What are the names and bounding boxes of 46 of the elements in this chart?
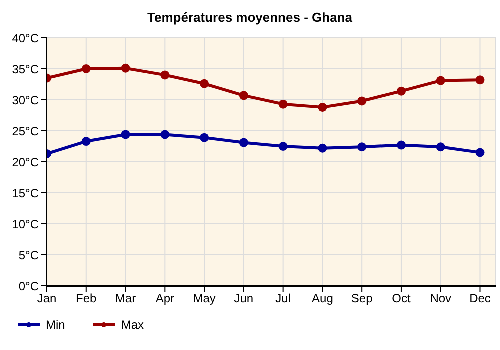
point xyxy=(200,133,210,142)
point xyxy=(436,142,446,152)
x-tick-label: Jan xyxy=(37,292,57,306)
x-tick-label: Sep xyxy=(351,292,374,306)
point xyxy=(200,79,210,88)
point xyxy=(160,70,170,80)
chart-title: Températures moyennes - Ghana xyxy=(146,9,354,27)
x-tick-label: Jun xyxy=(234,292,254,306)
y-tick-label: 15°C xyxy=(12,186,40,200)
y-tick-label: 0°C xyxy=(18,279,40,294)
point xyxy=(82,137,91,146)
point xyxy=(476,76,485,85)
point xyxy=(318,144,328,153)
point xyxy=(358,142,367,152)
point xyxy=(121,130,130,140)
point xyxy=(160,130,170,140)
x-tick-label: Feb xyxy=(76,292,98,306)
point xyxy=(121,64,130,73)
y-tick-label: 5°C xyxy=(18,248,40,262)
y-tick-label: 30°C xyxy=(12,93,40,108)
point xyxy=(278,142,288,151)
x-tick-label: Aug xyxy=(312,292,334,306)
y-tick-label: 10°C xyxy=(12,217,40,232)
point xyxy=(239,91,248,100)
x-tick-label: Oct xyxy=(392,292,412,306)
x-tick-label: Mar xyxy=(115,292,136,306)
y-tick-label: 35°C xyxy=(12,62,40,76)
x-tick-label: Nov xyxy=(430,292,452,306)
legend-label: Min xyxy=(46,318,66,332)
x-tick-label: Dec xyxy=(470,292,491,306)
x-tick-label: Apr xyxy=(156,292,174,306)
point xyxy=(82,64,91,74)
x-tick-label: Jul xyxy=(276,292,291,306)
y-tick-label: 40°C xyxy=(12,31,40,46)
y-tick-label: 25°C xyxy=(12,124,40,138)
point xyxy=(476,148,485,158)
point xyxy=(396,140,406,150)
point xyxy=(318,102,328,112)
point xyxy=(278,100,288,109)
point xyxy=(358,96,367,106)
point xyxy=(396,86,406,96)
legend-label: Max xyxy=(121,318,144,332)
x-tick-label: May xyxy=(193,292,216,306)
point xyxy=(239,138,248,148)
y-tick-label: 20°C xyxy=(12,155,40,170)
point xyxy=(436,76,446,86)
